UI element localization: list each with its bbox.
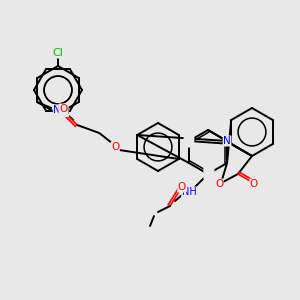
Text: N: N bbox=[53, 105, 61, 115]
Text: O: O bbox=[111, 142, 119, 152]
Text: N: N bbox=[223, 136, 231, 146]
Text: H: H bbox=[62, 107, 69, 116]
Text: N: N bbox=[185, 136, 193, 146]
Text: O: O bbox=[59, 104, 67, 114]
Text: Cl: Cl bbox=[52, 48, 63, 58]
Text: NH: NH bbox=[182, 187, 196, 197]
Text: N: N bbox=[205, 169, 213, 179]
Text: O: O bbox=[178, 182, 186, 192]
Text: N: N bbox=[185, 136, 193, 146]
Text: O: O bbox=[215, 179, 223, 189]
Text: O: O bbox=[250, 179, 258, 189]
Text: N: N bbox=[205, 169, 213, 179]
Text: N: N bbox=[204, 168, 212, 178]
